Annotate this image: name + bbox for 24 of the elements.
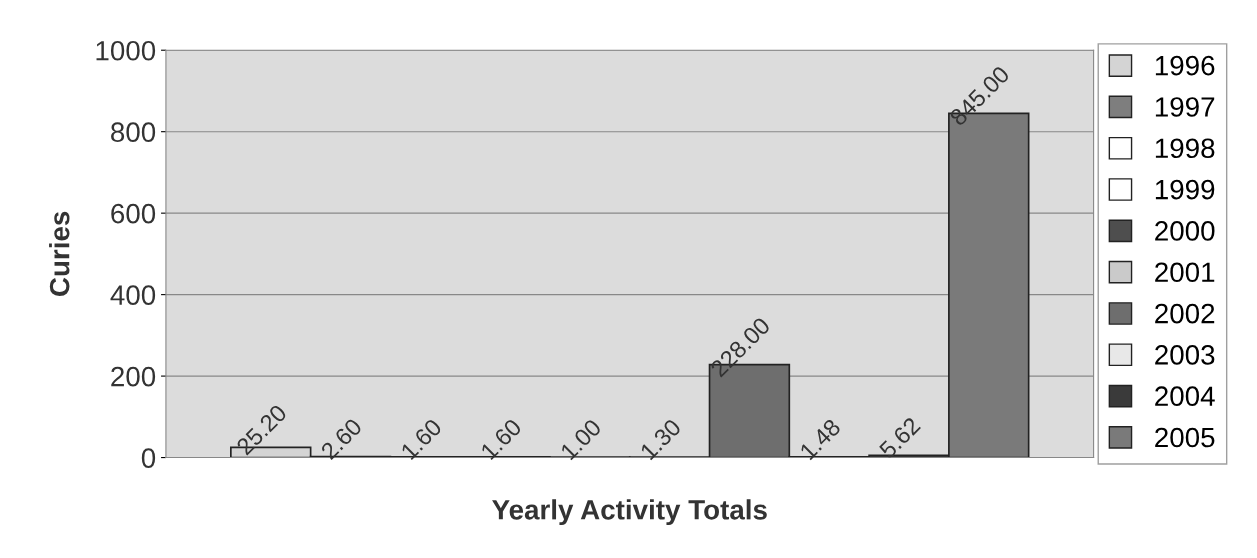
- legend-label: 1997: [1155, 97, 1215, 117]
- y-tick-label: 400: [110, 285, 156, 305]
- y-tick-label: 200: [111, 366, 156, 387]
- legend-label: 2001: [1155, 262, 1215, 283]
- x-axis-title: Yearly Activity Totals: [492, 499, 767, 526]
- legend-label: 1996: [1155, 55, 1215, 76]
- legend-label: 2000: [1155, 221, 1215, 241]
- data-label: 1.60: [479, 417, 523, 461]
- legend-label: 2005: [1155, 427, 1215, 448]
- data-label: 1.60: [400, 417, 443, 461]
- data-label: 1.00: [559, 418, 603, 461]
- data-label: 5.62: [878, 416, 922, 460]
- legend-label: 2003: [1155, 345, 1215, 365]
- legend-label: 1998: [1155, 138, 1215, 159]
- y-tick-label: 800: [111, 122, 156, 143]
- legend-label: 1999: [1155, 179, 1215, 200]
- y-tick-label: 600: [111, 203, 156, 224]
- legend-label: 2002: [1155, 303, 1215, 324]
- y-tick-label: 0: [141, 448, 156, 468]
- data-label: 1.48: [799, 417, 842, 461]
- data-label: 1.30: [639, 417, 682, 461]
- y-tick-label: 1000: [96, 40, 156, 61]
- legend-label: 2004: [1155, 386, 1215, 407]
- y-axis-title: Curies: [49, 211, 70, 296]
